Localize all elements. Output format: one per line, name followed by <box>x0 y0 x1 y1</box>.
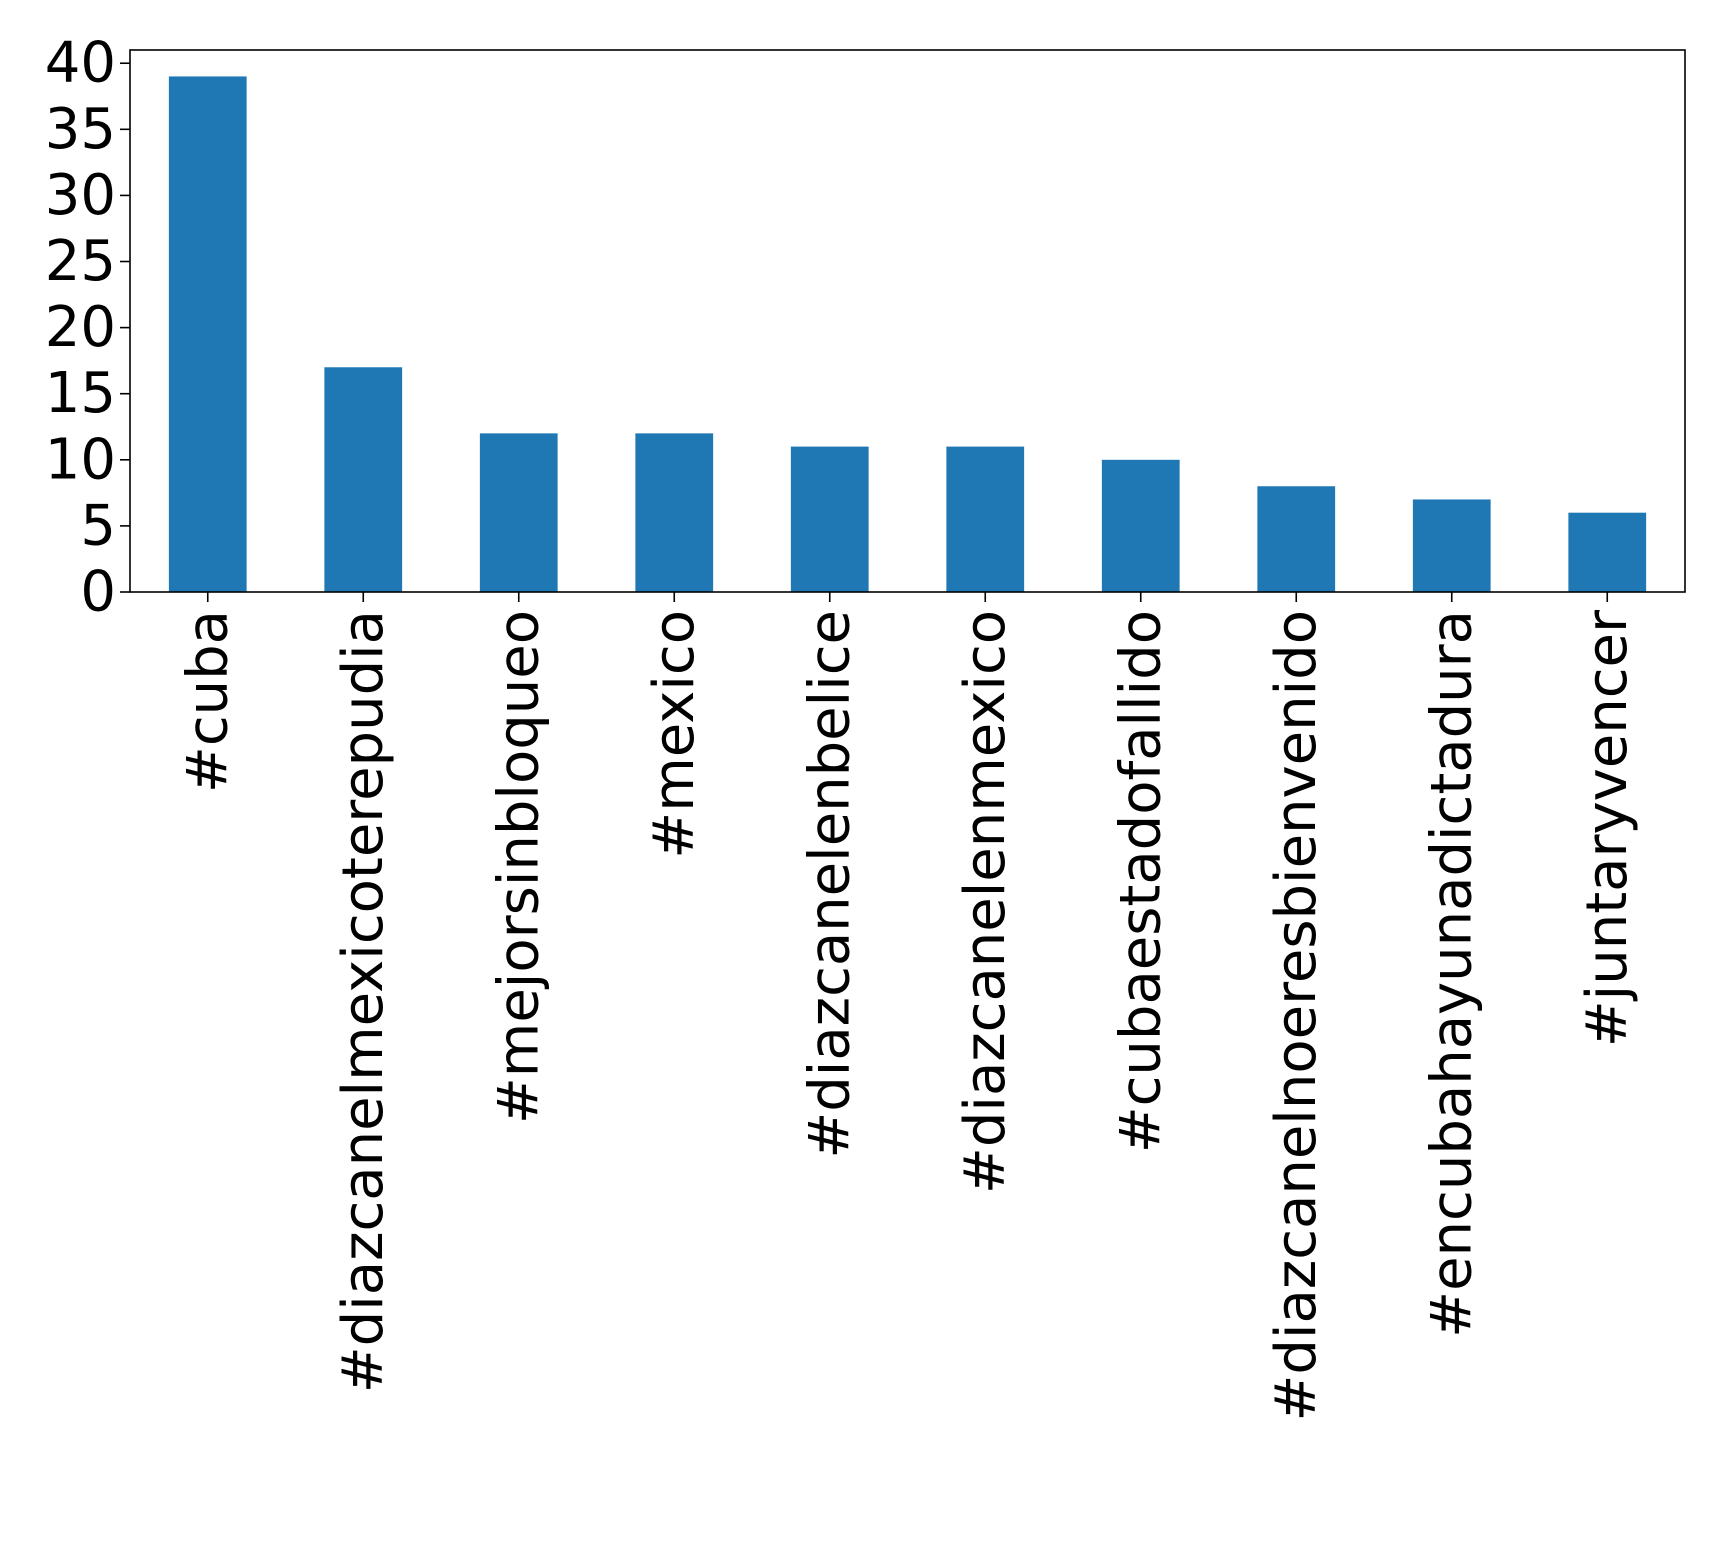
x-tick-label: #juntaryvencer <box>1575 609 1640 1047</box>
x-tick-label: #diazcanelnoeresbienvenido <box>1264 610 1329 1421</box>
y-tick-label: 15 <box>45 361 116 426</box>
bar-1 <box>324 367 403 592</box>
x-tick-label: #diazcanelenmexico <box>953 610 1018 1194</box>
x-tick-label: #mejorsinbloqueo <box>486 610 551 1124</box>
bar-6 <box>1101 459 1180 592</box>
y-tick-label: 5 <box>80 493 116 558</box>
y-tick-label: 35 <box>45 97 116 162</box>
y-tick-label: 10 <box>45 427 116 492</box>
y-tick-label: 40 <box>45 31 116 96</box>
bar-9 <box>1568 512 1647 592</box>
bar-3 <box>635 433 714 592</box>
plot-frame <box>129 49 1686 593</box>
x-tick-label: #cuba <box>175 610 240 793</box>
bar-8 <box>1412 499 1491 592</box>
bar-4 <box>790 446 869 592</box>
x-tick-label: #cubaestadofallido <box>1108 610 1173 1153</box>
y-tick-label: 30 <box>45 163 116 228</box>
x-tick-label: #mexico <box>642 610 707 859</box>
y-tick-label: 0 <box>80 560 116 625</box>
x-tick-label: #encubahayunadictadura <box>1419 610 1484 1338</box>
y-tick-label: 20 <box>45 295 116 360</box>
y-tick-label: 25 <box>45 229 116 294</box>
x-tick-label: #diazcanelmexicoterepudia <box>331 610 396 1393</box>
bar-2 <box>479 433 558 592</box>
bar-0 <box>168 76 247 592</box>
bar-series <box>168 76 1647 592</box>
x-axis: #cuba #diazcanelmexicoterepudia #mejorsinb… <box>175 592 1640 1421</box>
x-tick-label: #diazcanelenbelice <box>797 610 862 1159</box>
bar-5 <box>946 446 1025 592</box>
bar-7 <box>1257 486 1336 592</box>
